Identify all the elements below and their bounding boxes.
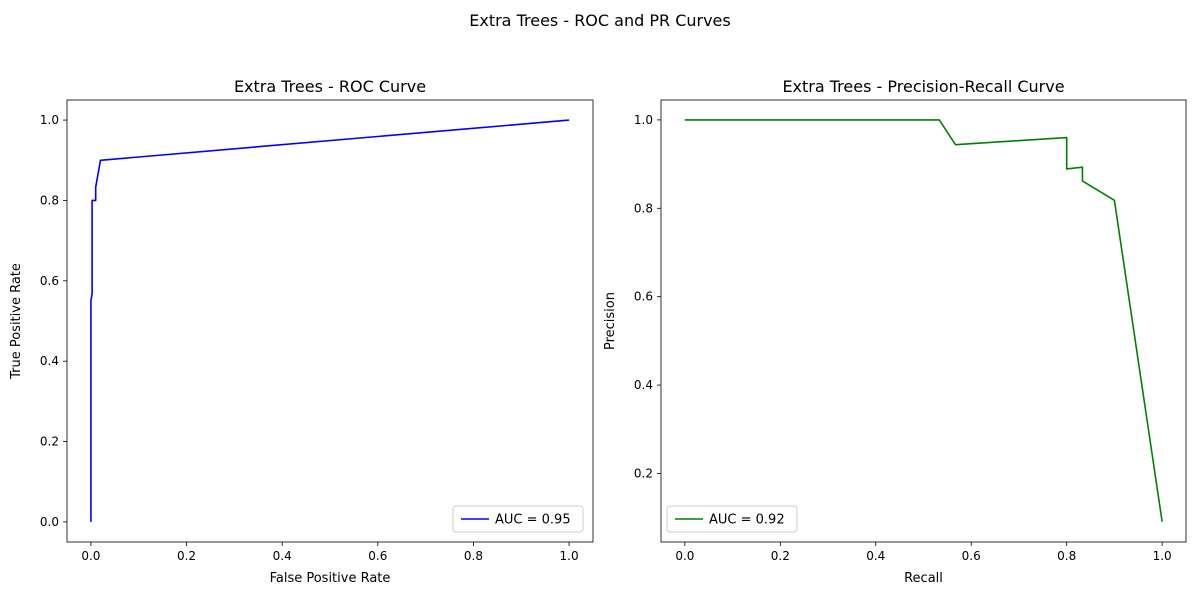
pr-xtick-label: 1.0 <box>1153 549 1172 563</box>
roc-panel: Extra Trees - ROC Curve 0.0 0.2 0.4 0.6 0.8 1.… <box>9 77 594 586</box>
pr-series-line <box>684 119 1163 522</box>
figure-suptitle: Extra Trees - ROC and PR Curves <box>469 11 730 30</box>
roc-xtick-label: 1.0 <box>560 549 579 563</box>
pr-ylabel: Precision <box>603 292 618 350</box>
roc-legend: AUC = 0.95 <box>452 505 584 533</box>
roc-ytick-label: 0.8 <box>40 193 59 207</box>
pr-title: Extra Trees - Precision-Recall Curve <box>782 77 1064 96</box>
pr-ytick-label: 1.0 <box>634 113 653 127</box>
roc-axes-frame <box>66 99 594 543</box>
roc-xtick-label: 0.6 <box>368 549 387 563</box>
roc-title: Extra Trees - ROC Curve <box>234 77 426 96</box>
pr-xtick-label: 0.8 <box>1057 549 1076 563</box>
roc-ytick-label: 0.4 <box>40 354 59 368</box>
pr-ytick-label: 0.8 <box>634 201 653 215</box>
pr-legend-label: AUC = 0.92 <box>709 513 785 528</box>
pr-ytick-label: 0.6 <box>634 290 653 304</box>
roc-ytick-label: 0.0 <box>40 515 59 529</box>
roc-ytick-label: 0.2 <box>40 435 59 449</box>
pr-panel: Extra Trees - Precision-Recall Curve 0.0 0… <box>603 77 1187 586</box>
pr-ytick-label: 0.4 <box>634 378 653 392</box>
pr-xtick-label: 0.2 <box>771 549 790 563</box>
roc-ytick-label: 0.6 <box>40 274 59 288</box>
roc-xlabel: False Positive Rate <box>270 571 391 586</box>
pr-axes-frame <box>660 99 1187 543</box>
pr-xtick-label: 0.4 <box>866 549 885 563</box>
roc-xtick-label: 0.4 <box>273 549 292 563</box>
pr-legend: AUC = 0.92 <box>666 505 798 533</box>
roc-xtick-label: 0.0 <box>81 549 100 563</box>
roc-xtick-label: 0.8 <box>464 549 483 563</box>
pr-ytick-label: 0.2 <box>634 466 653 480</box>
roc-legend-label: AUC = 0.95 <box>495 513 571 528</box>
roc-ylabel: True Positive Rate <box>9 263 24 380</box>
roc-series-line <box>90 119 570 522</box>
roc-ytick-label: 1.0 <box>40 113 59 127</box>
pr-xlabel: Recall <box>904 571 943 586</box>
pr-xtick-label: 0.6 <box>962 549 981 563</box>
roc-xtick-label: 0.2 <box>177 549 196 563</box>
pr-legend-box <box>666 505 798 533</box>
roc-legend-box <box>452 505 584 533</box>
pr-xtick-label: 0.0 <box>675 549 694 563</box>
